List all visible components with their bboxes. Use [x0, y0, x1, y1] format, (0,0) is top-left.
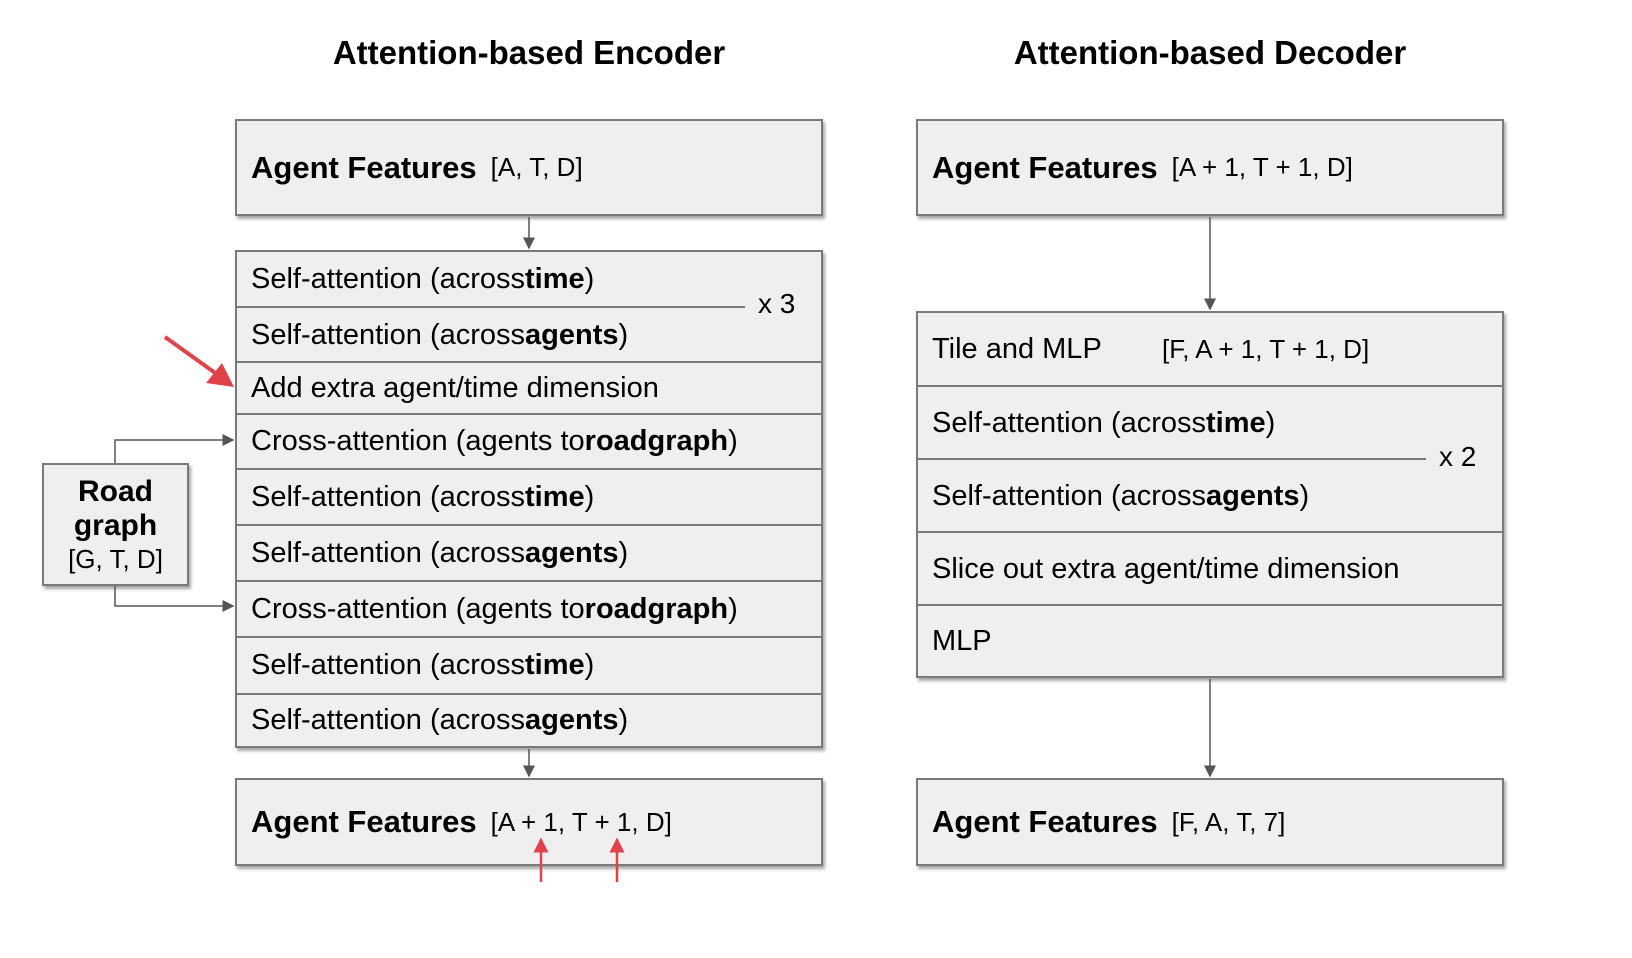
encoder-title: Attention-based Encoder — [332, 34, 726, 71]
encoder-input-label: Agent Features — [251, 149, 477, 185]
encoder-layer-row: Self-attention (across time) — [251, 263, 595, 295]
decoder-slice-row: Slice out extra agent/time dimension — [932, 552, 1400, 585]
decoder-output-label: Agent Features — [932, 804, 1158, 839]
encoder-input-dims: [A, T, D] — [490, 152, 583, 182]
encoder-layer-row: Add extra agent/time dimension — [251, 371, 659, 404]
roadgraph-title-line1: Road — [78, 475, 153, 508]
encoder-layer-row: Self-attention (across time) — [251, 480, 595, 513]
roadgraph-arrow-bottom — [114, 586, 235, 612]
decoder-mlp-row: MLP — [932, 624, 992, 657]
encoder-output-box: Agent Features [A + 1, T + 1, D] — [235, 778, 823, 866]
encoder-input-box: Agent Features [A, T, D] — [235, 119, 823, 216]
decoder-title: Attention-based Decoder — [1013, 34, 1407, 71]
red-arrow-add-dimension — [163, 335, 234, 387]
encoder-output-dims: [A + 1, T + 1, D] — [490, 806, 672, 837]
encoder-repeat-label: x 3 — [758, 288, 796, 319]
decoder-output-dims: [F, A, T, 7] — [1171, 806, 1286, 837]
decoder-repeat-label: x 2 — [1439, 441, 1477, 472]
roadgraph-box: Road graph [G, T, D] — [42, 463, 189, 586]
decoder-input-dims: [A + 1, T + 1, D] — [1171, 152, 1353, 182]
roadgraph-arrow-top — [114, 434, 235, 463]
encoder-layer-stack: Self-attention (across time) x 3 Self-at… — [235, 250, 823, 748]
encoder-layer-row: Cross-attention (agents to roadgraph) — [251, 592, 738, 625]
decoder-input-box: Agent Features [A + 1, T + 1, D] — [916, 119, 1504, 216]
encoder-layer-row: Self-attention (across agents) — [251, 704, 629, 736]
encoder-output-label: Agent Features — [251, 804, 477, 839]
encoder-layer-row: Cross-attention (agents to roadgraph) — [251, 425, 738, 457]
decoder-layer-row: Self-attention (across agents) — [932, 479, 1310, 512]
encoder-layer-row: Self-attention (across time) — [251, 649, 595, 681]
encoder-layer-row: Self-attention (across agents) — [251, 318, 629, 351]
decoder-input-label: Agent Features — [932, 149, 1158, 185]
roadgraph-dims: [G, T, D] — [68, 544, 163, 574]
decoder-tile-dims: [F, A + 1, T + 1, D] — [1162, 333, 1370, 364]
encoder-layer-row: Self-attention (across agents) — [251, 536, 629, 569]
decoder-layer-stack: Tile and MLP [F, A + 1, T + 1, D] Self-a… — [916, 311, 1504, 678]
roadgraph-title-line2: graph — [73, 509, 158, 542]
decoder-tile-row: Tile and MLP [F, A + 1, T + 1, D] — [932, 332, 1370, 365]
decoder-output-box: Agent Features [F, A, T, 7] — [916, 778, 1504, 866]
decoder-layer-row: Self-attention (across time) — [932, 406, 1276, 439]
